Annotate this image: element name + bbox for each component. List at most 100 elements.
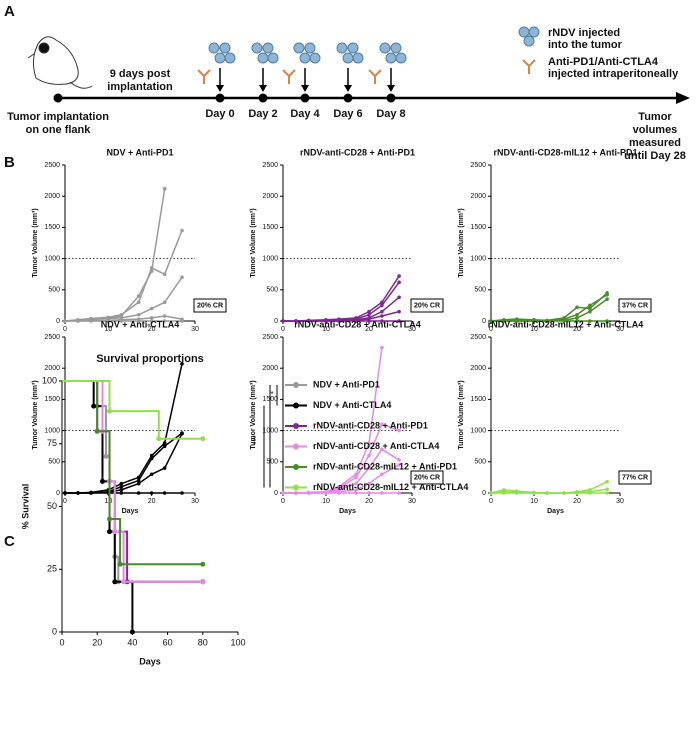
y-tick-label: 0 — [482, 318, 486, 325]
y-tick-label: 1500 — [470, 224, 486, 231]
x-tick-label: 30 — [191, 326, 199, 333]
data-point — [200, 436, 206, 442]
data-point — [380, 472, 384, 477]
y-tick-label: 2500 — [44, 334, 60, 341]
data-point — [588, 319, 592, 323]
data-point — [180, 491, 184, 495]
data-point — [294, 491, 298, 495]
data-point — [575, 316, 579, 320]
data-point — [162, 491, 167, 495]
schematic-text: implantation — [107, 81, 173, 93]
data-point — [324, 319, 328, 323]
data-point — [200, 579, 206, 585]
virus-icon — [251, 42, 263, 54]
y-tick-label: 500 — [48, 287, 60, 294]
data-point — [489, 491, 493, 495]
data-point — [307, 491, 311, 495]
data-point — [397, 428, 401, 433]
data-point — [162, 444, 167, 449]
data-point — [532, 319, 536, 323]
day-label: Day 0 — [205, 108, 234, 120]
x-tick-label: 0 — [281, 498, 285, 505]
chart-title: rNDV-anti-CD28 + Anti-PD1 — [300, 147, 415, 157]
data-point — [112, 529, 118, 535]
y-tick-label: 1500 — [262, 224, 278, 231]
y-axis-label: Tumor Volume (mm³) — [32, 208, 39, 277]
virus-icon — [262, 42, 274, 54]
data-point — [575, 319, 579, 323]
data-point — [162, 186, 167, 191]
annotation: 20% CR — [414, 302, 440, 309]
data-point — [367, 453, 371, 458]
data-point — [94, 428, 100, 434]
data-point — [397, 274, 401, 278]
x-axis-label: Days — [547, 508, 564, 515]
data-point — [129, 629, 135, 635]
virus-icon — [395, 52, 407, 64]
data-point — [562, 491, 566, 495]
day-label: Day 2 — [248, 108, 277, 120]
data-point — [89, 319, 93, 323]
data-point — [162, 319, 167, 323]
annotation-box — [618, 470, 652, 485]
legend-label: NDV + Anti-PD1 — [313, 379, 380, 389]
data-point — [367, 481, 371, 486]
virus-icon — [385, 52, 397, 64]
legend-marker — [293, 402, 299, 409]
day-label: Day 6 — [333, 108, 362, 120]
annotation-box — [410, 470, 444, 485]
virus-icon — [304, 42, 316, 54]
data-point — [119, 491, 124, 495]
data-point — [119, 488, 124, 492]
x-tick-label: 0 — [63, 498, 67, 505]
x-tick-label: 30 — [191, 498, 199, 505]
data-point — [200, 561, 206, 567]
injection-arrowhead — [216, 85, 224, 92]
data-point — [180, 431, 184, 436]
data-point — [575, 305, 579, 310]
annotation-box — [193, 298, 227, 313]
data-point — [149, 266, 154, 270]
y-tick-label: 2000 — [262, 365, 278, 372]
x-tick-label: 60 — [163, 637, 173, 647]
data-point — [180, 362, 184, 366]
day-label: Day 4 — [290, 108, 320, 120]
schematic-text: on one flank — [26, 124, 92, 136]
y-tick-label: 1000 — [44, 255, 60, 262]
data-point — [162, 300, 167, 305]
data-point — [119, 484, 124, 489]
annotation: 20% CR — [414, 474, 440, 481]
virus-icon — [293, 42, 305, 54]
x-tick-label: 0 — [63, 326, 67, 333]
series-line — [65, 363, 183, 494]
x-tick-label: 30 — [408, 498, 416, 505]
y-tick-label: 0 — [274, 318, 278, 325]
chart-title: rNDV-anti-CD28-mIL12 + Anti-PD1 — [494, 147, 638, 157]
x-tick-label: 20 — [573, 498, 581, 505]
y-axis-label: Tumor Volume (mm³) — [458, 208, 465, 277]
data-point — [119, 312, 124, 317]
data-point — [149, 456, 154, 461]
y-axis-label: % Survival — [20, 484, 30, 530]
data-point — [180, 319, 184, 323]
data-point — [380, 303, 384, 308]
chart-title: rNDV-anti-CD28 + Anti-CTLA4 — [294, 319, 420, 329]
data-point — [121, 579, 127, 585]
data-point — [149, 491, 154, 495]
data-point — [380, 309, 384, 314]
series-line — [64, 188, 166, 322]
data-point — [162, 466, 167, 470]
data-point — [107, 529, 113, 535]
y-tick-label: 1500 — [44, 224, 60, 231]
data-point — [149, 319, 154, 323]
data-point — [136, 319, 141, 323]
data-point — [367, 491, 371, 495]
virus-icon — [336, 42, 348, 54]
data-point — [354, 481, 358, 486]
data-point — [380, 422, 384, 427]
x-tick-label: 80 — [198, 637, 208, 647]
y-tick-label: 2000 — [470, 365, 486, 372]
virus-icon — [219, 42, 231, 54]
y-tick-label: 1000 — [262, 255, 278, 262]
virus-icon — [257, 52, 269, 64]
